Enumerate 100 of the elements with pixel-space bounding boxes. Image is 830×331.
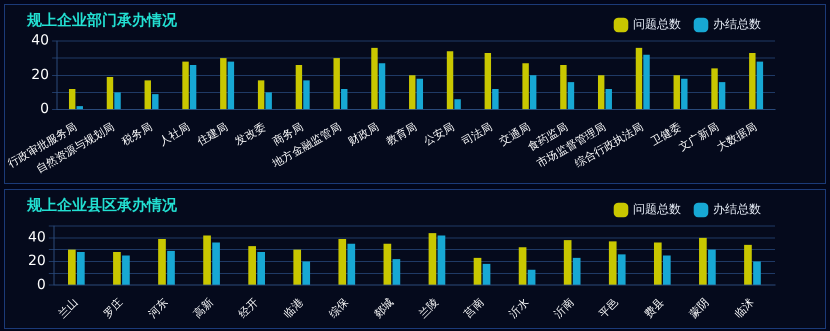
x-tick-label: 经开 <box>236 296 261 320</box>
bar <box>190 65 196 110</box>
bar <box>598 75 604 110</box>
bar <box>711 68 718 110</box>
bar <box>718 82 726 110</box>
bar <box>606 89 612 110</box>
bar <box>341 89 348 110</box>
bar <box>182 62 189 110</box>
bar <box>560 65 567 110</box>
x-tick-label: 莒南 <box>461 296 486 320</box>
x-tick-label: 人社局 <box>157 120 192 148</box>
bar <box>293 250 302 285</box>
x-tick-label: 税务局 <box>119 120 154 148</box>
bar <box>474 258 482 285</box>
bar <box>699 238 707 285</box>
bar <box>378 63 386 110</box>
x-tick-label: 平邑 <box>596 296 622 320</box>
bar <box>572 258 581 285</box>
x-tick-label: 教育局 <box>384 120 419 148</box>
x-tick-label: 住建局 <box>194 120 230 148</box>
bar <box>482 264 490 285</box>
x-tick-label: 费县 <box>642 296 666 320</box>
x-tick-label: 蒙阴 <box>686 296 712 320</box>
bar <box>257 252 265 285</box>
bar <box>212 242 220 285</box>
x-tick-label: 高新 <box>190 296 216 320</box>
bar <box>518 247 526 285</box>
bar <box>608 241 617 285</box>
bar <box>568 82 574 110</box>
bar <box>446 51 454 110</box>
x-tick-label: 临沭 <box>732 296 757 320</box>
bar <box>203 235 211 285</box>
bar <box>409 75 416 110</box>
y-tick-label: 20 <box>28 253 46 270</box>
bar <box>338 239 346 285</box>
bar <box>152 94 159 110</box>
x-tick-label: 公安局 <box>422 120 457 148</box>
bar <box>258 80 264 110</box>
bar <box>106 77 114 110</box>
bar <box>484 53 492 110</box>
bar <box>528 270 536 285</box>
bar <box>347 244 356 285</box>
bar <box>636 48 642 110</box>
bar <box>681 78 688 110</box>
bar <box>756 62 764 110</box>
x-tick-label: 沂南 <box>552 296 576 320</box>
bar <box>618 254 626 285</box>
chart-title: 规上企业县区承办情况 <box>27 196 177 215</box>
y-tick-label: 40 <box>31 32 50 49</box>
bar <box>492 89 499 110</box>
x-tick-label: 罗庄 <box>100 296 126 320</box>
x-tick-label: 财政局 <box>346 120 382 148</box>
bar <box>654 242 662 285</box>
bar <box>77 252 85 285</box>
bar <box>167 250 175 285</box>
bar <box>384 244 392 285</box>
bar <box>371 48 378 110</box>
bar <box>76 106 83 110</box>
x-tick-label: 综保 <box>326 296 351 320</box>
legend-label: 问题总数 <box>633 17 681 32</box>
bar <box>68 89 76 110</box>
x-tick-label: 发改委 <box>232 120 268 148</box>
bar <box>296 65 302 110</box>
bar <box>228 62 234 110</box>
bar <box>265 92 272 110</box>
bar <box>416 78 424 110</box>
chart-title: 规上企业部门承办情况 <box>27 11 177 30</box>
bar <box>744 244 752 285</box>
bar <box>662 256 671 285</box>
y-tick-label: 0 <box>36 276 46 293</box>
bar <box>333 58 340 110</box>
bar <box>438 235 446 285</box>
legend-label: 办结总数 <box>713 17 761 32</box>
legend-label: 问题总数 <box>633 202 681 216</box>
bar <box>220 58 227 110</box>
x-tick-label: 兰山 <box>56 296 80 320</box>
bar <box>144 80 151 110</box>
legend-label: 办结总数 <box>713 202 761 216</box>
bar <box>158 239 166 285</box>
bar <box>708 250 716 285</box>
bar <box>114 92 121 110</box>
bar <box>113 252 121 285</box>
bar <box>122 256 130 285</box>
y-tick-label: 20 <box>31 66 50 83</box>
x-tick-label: 河东 <box>146 296 171 320</box>
bar <box>428 233 436 285</box>
y-tick-label: 40 <box>28 229 46 246</box>
bar <box>564 240 572 285</box>
bar <box>753 261 761 285</box>
bar <box>674 75 680 110</box>
x-tick-label: 沂水 <box>506 296 532 320</box>
bar <box>303 80 310 110</box>
bar <box>643 54 650 110</box>
bar <box>392 259 400 285</box>
bar <box>248 246 256 285</box>
x-tick-label: 临港 <box>281 296 306 320</box>
x-tick-label: 司法局 <box>459 120 495 148</box>
bar <box>530 75 536 110</box>
bar <box>454 99 461 110</box>
bar <box>68 250 76 285</box>
